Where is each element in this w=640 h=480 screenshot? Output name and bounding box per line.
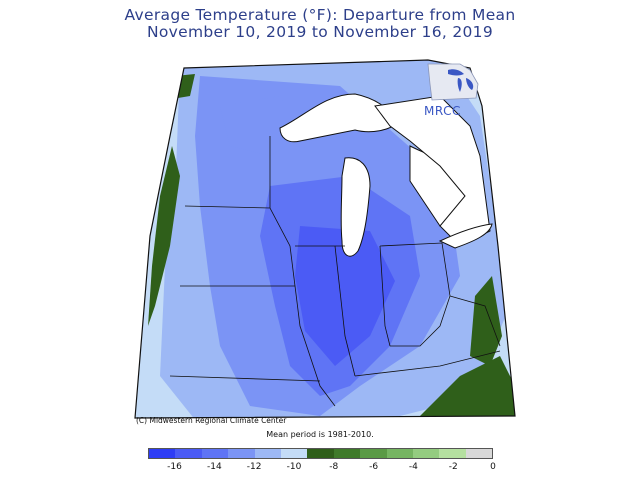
lake-michigan	[340, 157, 371, 257]
legend-tick-label: -4	[408, 462, 418, 472]
legend-swatch	[228, 449, 255, 458]
legend-swatch	[333, 449, 361, 458]
legend-swatch	[439, 449, 466, 458]
legend-tick-label: -10	[286, 462, 302, 472]
legend-tick-label: -16	[167, 462, 182, 472]
region-deepest-blue	[295, 226, 395, 366]
legend-swatch	[307, 449, 334, 458]
legend-tick-label: 0	[490, 462, 496, 472]
region-north-blue	[220, 96, 300, 156]
legend-swatch	[465, 449, 493, 458]
legend-swatch	[360, 449, 387, 458]
legend-swatch	[254, 449, 281, 458]
legend-tick-label: -6	[369, 462, 379, 472]
legend-swatch	[280, 449, 308, 458]
lake-erie	[438, 223, 493, 249]
copyright-credit: (C) Midwestern Regional Climate Center	[136, 416, 287, 425]
legend-swatch	[175, 449, 202, 458]
mrcc-logo-text: MRCC	[424, 104, 461, 118]
region-green-west	[148, 146, 180, 326]
legend-tick-label: -2	[448, 462, 458, 472]
state-borders	[169, 136, 501, 407]
legend-tick-label: -14	[206, 462, 222, 472]
lake-superior	[279, 93, 401, 143]
mean-period-note: Mean period is 1981-2010.	[266, 430, 374, 439]
mrcc-logo-icon	[427, 63, 479, 101]
legend: -16 -14 -12 -10 -8 -6 -4 -2 0	[140, 448, 500, 480]
legend-tick-label: -12	[246, 462, 262, 472]
map-title: Average Temperature (°F): Departure from…	[124, 6, 516, 24]
legend-swatch	[412, 449, 440, 458]
legend-swatch	[201, 449, 229, 458]
temperature-departure-map	[134, 59, 516, 419]
region-green-east	[470, 276, 502, 366]
legend-colorbar	[148, 448, 493, 459]
region-green-southeast	[420, 356, 515, 418]
legend-tick-label: -8	[329, 462, 339, 472]
map-subtitle: November 10, 2019 to November 16, 2019	[147, 23, 493, 41]
legend-swatch	[149, 449, 176, 458]
legend-swatch	[386, 449, 413, 458]
